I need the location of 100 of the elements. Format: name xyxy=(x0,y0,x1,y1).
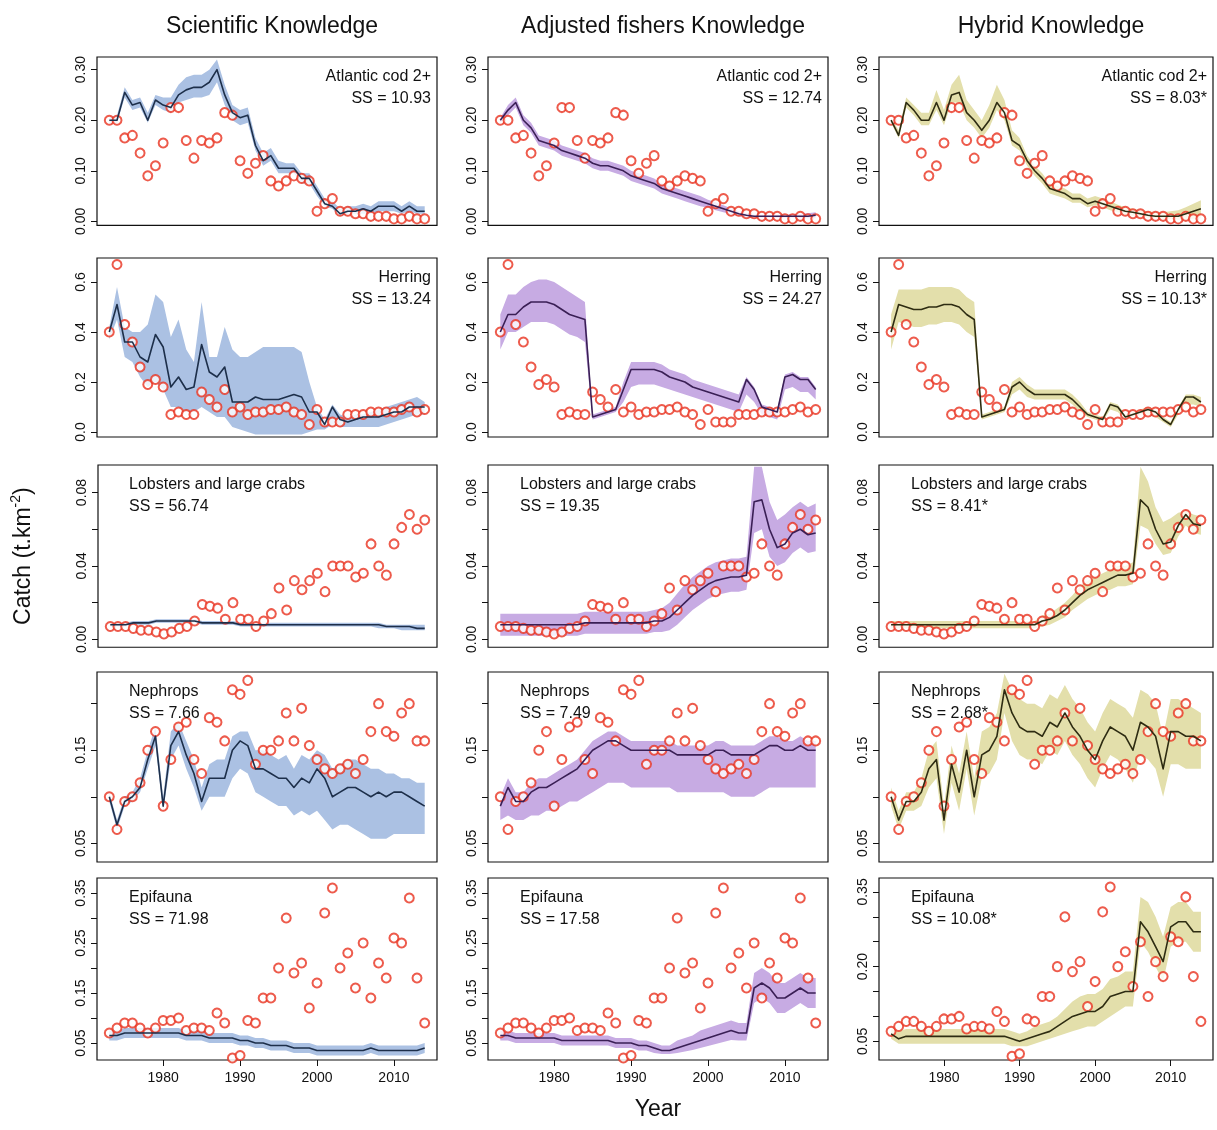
point xyxy=(234,1050,246,1061)
point xyxy=(1134,754,1146,766)
point xyxy=(953,102,965,114)
point xyxy=(296,957,308,969)
point xyxy=(1150,560,1162,572)
point xyxy=(111,823,123,835)
point xyxy=(196,768,208,780)
point xyxy=(748,937,760,949)
point xyxy=(1112,416,1124,428)
point xyxy=(794,698,806,710)
point xyxy=(893,823,905,835)
point xyxy=(756,726,768,738)
point xyxy=(702,205,714,217)
y-tick-label: 0.0 xyxy=(854,422,870,442)
point xyxy=(548,800,560,812)
point xyxy=(1082,175,1094,187)
point xyxy=(938,381,950,393)
point xyxy=(1029,157,1041,169)
point xyxy=(111,259,123,270)
point xyxy=(388,932,400,944)
y-tick-label: 0.20 xyxy=(72,106,88,134)
point xyxy=(1172,936,1184,948)
point xyxy=(1104,768,1116,780)
point xyxy=(365,726,377,738)
point xyxy=(403,698,415,710)
point xyxy=(617,406,629,418)
point xyxy=(226,406,238,418)
y-tick-label: 0.20 xyxy=(854,106,870,134)
point xyxy=(1150,956,1162,968)
point xyxy=(157,137,169,149)
annotation: Lobsters and large crabs xyxy=(129,474,306,492)
point xyxy=(1082,419,1094,430)
x-tick-label: 2000 xyxy=(1079,1069,1111,1085)
point xyxy=(242,167,254,179)
annotation: Atlantic cod 2+ xyxy=(716,66,822,84)
point xyxy=(134,361,146,373)
point xyxy=(1187,523,1199,535)
point xyxy=(196,386,208,398)
point xyxy=(787,707,799,719)
y-tick-label: 0.04 xyxy=(854,552,870,580)
point xyxy=(1089,205,1101,217)
point xyxy=(930,1020,942,1032)
point xyxy=(1074,409,1086,420)
point xyxy=(617,684,629,696)
point xyxy=(303,740,315,752)
point xyxy=(249,157,261,169)
point xyxy=(1021,167,1033,179)
point xyxy=(810,514,822,526)
y-tick-label: 0.08 xyxy=(854,478,870,507)
point xyxy=(587,768,599,780)
point xyxy=(679,967,691,979)
x-tick-label: 2000 xyxy=(692,1069,724,1085)
point xyxy=(1195,213,1207,225)
y-tick-label: 0.15 xyxy=(72,979,88,1007)
y-tick-label: 0.05 xyxy=(463,829,479,857)
y-tick-label: 0.00 xyxy=(463,625,479,653)
point xyxy=(149,374,161,385)
point xyxy=(280,912,292,924)
point xyxy=(740,982,752,994)
point xyxy=(219,735,231,747)
point xyxy=(1006,684,1018,696)
point xyxy=(556,754,568,766)
point xyxy=(998,613,1010,625)
point xyxy=(687,957,699,969)
annotation: SS = 8.03* xyxy=(1130,88,1207,106)
point xyxy=(419,735,431,747)
point xyxy=(1051,582,1063,594)
point xyxy=(748,567,760,579)
point xyxy=(740,768,752,780)
y-tick-label: 0.00 xyxy=(854,625,870,653)
point xyxy=(564,102,576,114)
point xyxy=(664,735,676,747)
y-tick-label: 0.30 xyxy=(72,55,88,84)
point xyxy=(533,744,545,756)
point xyxy=(1195,1015,1207,1027)
point xyxy=(403,892,415,904)
y-tick-label: 0.05 xyxy=(72,829,88,857)
point xyxy=(908,1015,920,1027)
point xyxy=(687,409,699,420)
point xyxy=(893,259,905,270)
point xyxy=(953,1010,965,1022)
point xyxy=(525,777,537,789)
point xyxy=(771,726,783,738)
y-tick-label: 0.2 xyxy=(854,372,870,392)
point xyxy=(998,1015,1010,1027)
point xyxy=(265,744,277,756)
chart-title: Adjusted fishers Knowledge xyxy=(521,11,805,38)
point xyxy=(126,129,138,141)
y-tick-label: 0.35 xyxy=(854,878,870,906)
point xyxy=(280,175,292,187)
point xyxy=(533,170,545,182)
point xyxy=(1066,966,1078,978)
y-tick-label: 0.10 xyxy=(854,156,870,185)
point xyxy=(365,538,377,550)
point xyxy=(227,597,239,609)
point xyxy=(991,132,1003,144)
y-tick-label: 0.20 xyxy=(463,106,479,134)
annotation: SS = 8.41* xyxy=(911,496,988,514)
point xyxy=(1089,567,1101,579)
point xyxy=(983,394,995,405)
